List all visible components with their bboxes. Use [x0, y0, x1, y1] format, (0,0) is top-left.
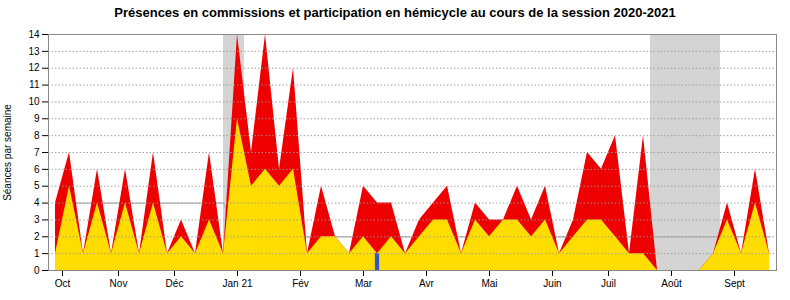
svg-text:7: 7: [34, 147, 40, 158]
svg-text:Août: Août: [661, 278, 682, 289]
svg-text:0: 0: [34, 265, 40, 276]
svg-text:Oct: Oct: [55, 278, 71, 289]
svg-text:5: 5: [34, 180, 40, 191]
svg-text:1: 1: [34, 248, 40, 259]
svg-text:8: 8: [34, 130, 40, 141]
svg-text:Séances par semaine: Séances par semaine: [2, 104, 13, 201]
svg-text:Avr: Avr: [419, 278, 434, 289]
svg-text:Mai: Mai: [481, 278, 497, 289]
svg-text:10: 10: [28, 96, 40, 107]
svg-text:Déc: Déc: [166, 278, 184, 289]
svg-text:2: 2: [34, 231, 40, 242]
svg-text:Fév: Fév: [292, 278, 309, 289]
svg-text:Jan 21: Jan 21: [222, 278, 252, 289]
svg-text:Nov: Nov: [110, 278, 128, 289]
svg-text:14: 14: [28, 29, 40, 40]
svg-text:13: 13: [28, 46, 40, 57]
svg-text:Mar: Mar: [355, 278, 373, 289]
svg-text:4: 4: [34, 197, 40, 208]
svg-text:Juil: Juil: [601, 278, 616, 289]
svg-text:11: 11: [29, 79, 40, 90]
svg-text:Sept: Sept: [724, 278, 745, 289]
svg-text:9: 9: [34, 113, 40, 124]
svg-text:6: 6: [34, 164, 40, 175]
svg-text:12: 12: [28, 62, 40, 73]
svg-text:Juin: Juin: [543, 278, 561, 289]
svg-text:3: 3: [34, 214, 40, 225]
html-text:Présences en commissions et pa: Présences en commissions et participatio…: [114, 5, 676, 20]
